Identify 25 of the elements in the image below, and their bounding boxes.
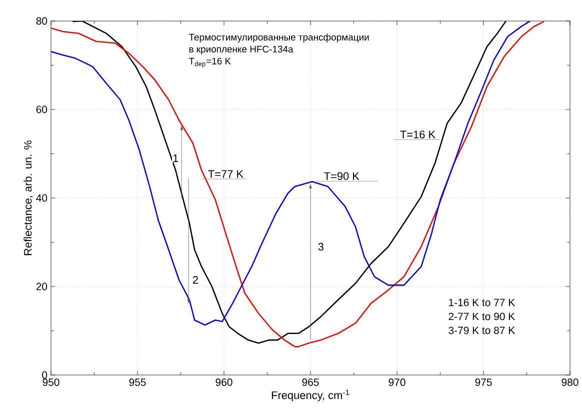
x-tick-label: 960 [216, 378, 232, 386]
series-label: T=90 K [324, 172, 360, 180]
y-tick-label: 0 [42, 371, 48, 379]
x-tick-label: 970 [388, 378, 406, 386]
y-tick-label: 60 [36, 106, 48, 114]
text: Термостимулированные трансформации в криопленке HFC-134a [188, 34, 369, 54]
y-tick-label: 80 [36, 17, 48, 25]
annotation: 3-79 K to 87 K [448, 326, 515, 334]
y-axis-title: Reflectance, arb. un. % [24, 140, 33, 256]
text: T$_{dep}$=16 K [188, 58, 231, 68]
annotation: 2-77 K to 90 K [448, 312, 515, 320]
series-label: T=16 K [400, 130, 436, 138]
y-tick-label: 20 [36, 282, 48, 290]
annotation: 1-16 K to 77 K [449, 298, 515, 306]
annotation: 3 [318, 242, 324, 251]
annotation: 2 [192, 276, 198, 284]
x-tick-label: 955 [129, 378, 146, 386]
x-tick-label: 980 [562, 378, 578, 386]
y-tick-label: 40 [36, 194, 48, 202]
x-tick-label: 965 [302, 378, 319, 386]
x-axis-title: Frequency, cm$^{-1}$ [272, 390, 350, 402]
series-label: T=77 K [208, 170, 244, 178]
annotation: 1 [173, 154, 178, 162]
x-tick-label: 950 [42, 378, 60, 386]
x-tick-label: 975 [475, 378, 492, 386]
